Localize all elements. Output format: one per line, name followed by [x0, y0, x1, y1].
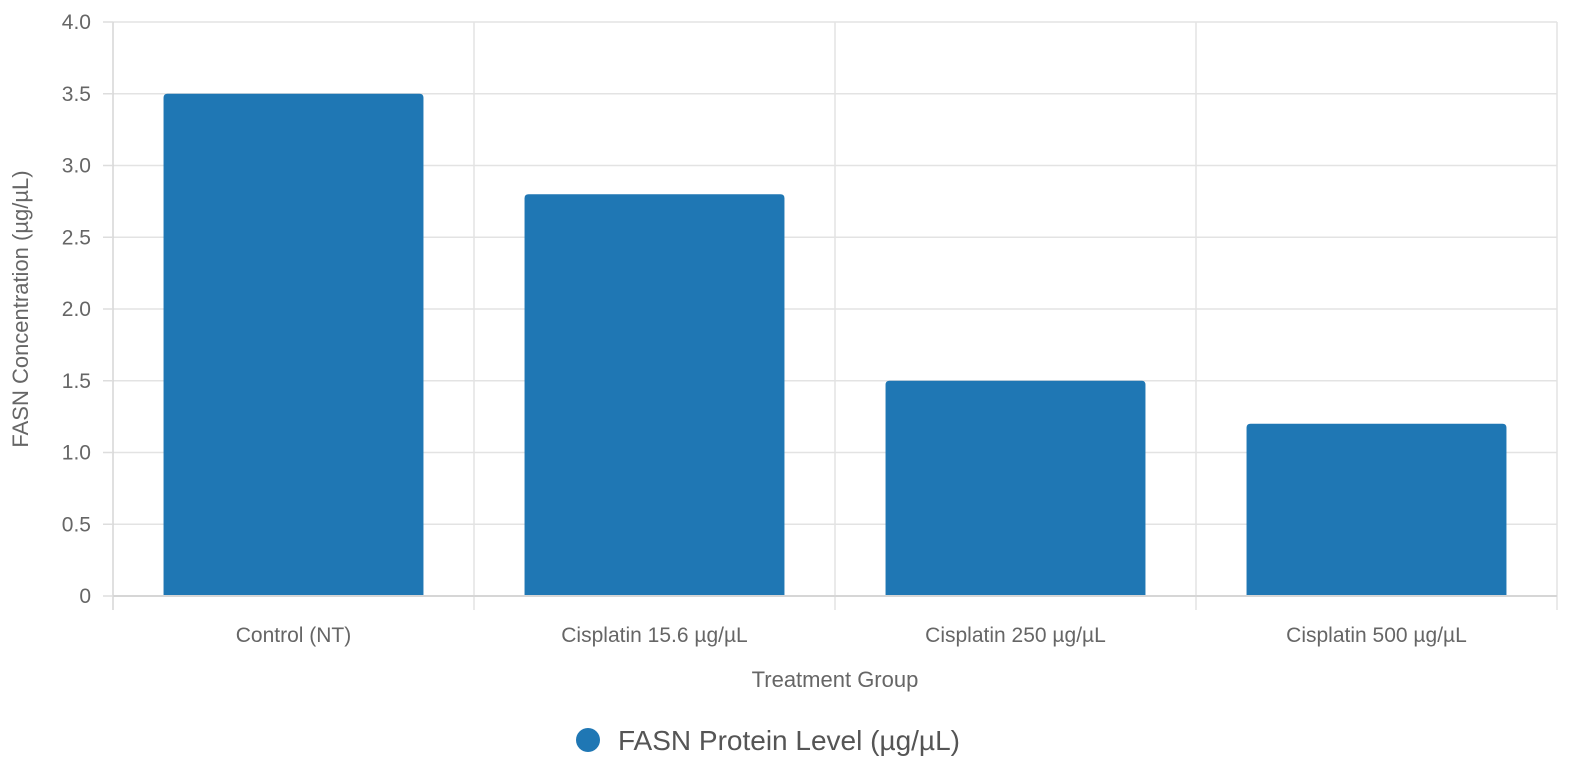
legend-label: FASN Protein Level (µg/µL) [618, 725, 960, 756]
bar-4[interactable] [1246, 423, 1507, 596]
bars [163, 93, 1507, 596]
x-tick-label: Control (NT) [236, 624, 352, 647]
y-tick-label: 1.5 [62, 370, 91, 393]
bar-2[interactable] [524, 194, 785, 596]
y-tick-label: 3.5 [62, 83, 91, 106]
axes [103, 21, 1557, 597]
y-tick-label: 2.0 [62, 298, 91, 321]
legend[interactable]: FASN Protein Level (µg/µL) [576, 725, 960, 756]
bar-1[interactable] [163, 93, 424, 596]
x-axis-title: Treatment Group [752, 667, 919, 692]
y-tick-label: 0 [79, 585, 91, 608]
x-tick-labels: Control (NT) Cisplatin 15.6 µg/µL Cisplati… [236, 624, 1467, 647]
x-tick-label: Cisplatin 15.6 µg/µL [561, 624, 747, 647]
y-tick-labels: 0 0.5 1.0 1.5 2.0 2.5 3.0 3.5 4.0 [62, 11, 91, 608]
y-tick-label: 0.5 [62, 513, 91, 536]
x-tick-label: Cisplatin 500 µg/µL [1286, 624, 1467, 647]
y-tick-label: 4.0 [62, 11, 91, 34]
y-tick-label: 1.0 [62, 442, 91, 465]
bar-3[interactable] [885, 380, 1146, 596]
legend-swatch [576, 728, 600, 752]
y-axis-title: FASN Concentration (µg/µL) [8, 170, 33, 447]
x-tick-label: Cisplatin 250 µg/µL [925, 624, 1106, 647]
y-tick-label: 3.0 [62, 155, 91, 178]
y-tick-label: 2.5 [62, 226, 91, 249]
